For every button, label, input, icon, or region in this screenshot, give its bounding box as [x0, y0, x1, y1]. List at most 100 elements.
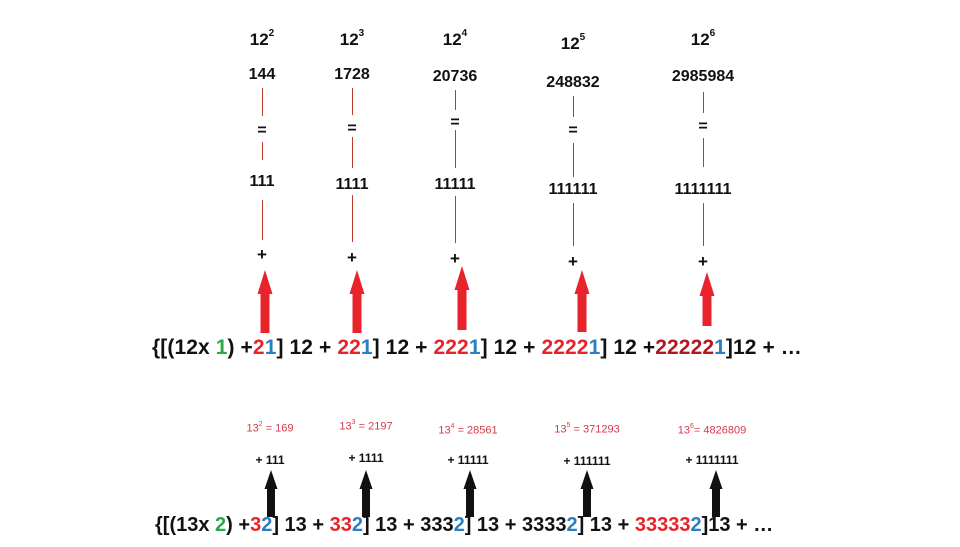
power-exponent: 4	[450, 423, 455, 430]
power-heading: 125	[560, 32, 585, 54]
formula-base-12: {[(12x 1) +21] 12 + 221] 12 + 2221] 12 +…	[152, 336, 802, 360]
power-heading: 124	[443, 28, 467, 50]
formula-base-13: {[(13x 2) +32] 13 + 332] 13 + 3332] 13 +…	[155, 514, 773, 537]
formula-segment: 2	[261, 514, 273, 536]
formula-segment: 2222	[541, 336, 589, 359]
formula-segment: 22	[337, 336, 361, 359]
power-exponent: 6	[690, 423, 694, 430]
formula-segment: 22222	[655, 336, 715, 359]
power-exponent: 6	[709, 28, 716, 40]
power-exponent: 2	[268, 28, 275, 40]
plus-sign: +	[450, 249, 460, 268]
connector-line	[352, 88, 353, 115]
power-base: 13	[339, 420, 352, 433]
repunit-addend: + 1111	[348, 451, 384, 465]
repunit-value: 111111	[548, 181, 598, 198]
power-value: 248832	[546, 74, 600, 91]
plus-sign: +	[257, 245, 267, 264]
plus-sign: +	[568, 252, 578, 271]
repunit-addend: + 111	[255, 453, 285, 467]
connector-line	[573, 96, 574, 117]
power-result: = 169	[262, 422, 294, 435]
formula-segment: 1	[588, 336, 601, 359]
connector-line	[352, 137, 353, 168]
formula-segment: 3	[250, 514, 262, 536]
formula-segment: ] 13 +	[577, 514, 635, 536]
equals-sign: =	[347, 120, 357, 137]
repunit-addend: + 11111	[447, 453, 489, 467]
formula-segment: 2	[690, 514, 702, 536]
equals-sign: =	[257, 122, 267, 139]
connector-line	[262, 88, 263, 116]
connector-line	[262, 200, 263, 240]
repunit-value: 111	[249, 173, 275, 190]
power-value: 2985984	[671, 68, 735, 85]
power-base: 12	[339, 30, 359, 49]
formula-segment: ] 12 +	[372, 336, 434, 359]
power-base: 13	[554, 423, 567, 436]
formula-segment: ] 12 +	[480, 336, 542, 359]
formula-segment: 2	[453, 514, 465, 536]
formula-segment: 2	[252, 336, 265, 359]
power-base: 13	[246, 422, 259, 435]
up-arrow-black	[580, 470, 594, 517]
equals-sign: =	[450, 114, 460, 131]
up-arrow-red	[257, 270, 273, 333]
formula-segment: 2	[351, 514, 363, 536]
up-arrow-black	[709, 470, 723, 517]
repunit-addend: + 1111111	[685, 453, 739, 467]
plus-sign: +	[698, 252, 708, 271]
formula-segment: {[(13x	[155, 514, 216, 536]
repunit-value: 11111	[434, 176, 476, 193]
power-result: = 4826809	[693, 424, 747, 437]
power-base: 12	[249, 30, 269, 49]
power-value: 144	[248, 66, 276, 83]
equals-sign: =	[568, 122, 578, 139]
plus-sign: +	[347, 248, 357, 267]
power-exponent: 3	[351, 419, 356, 426]
connector-line	[455, 90, 456, 110]
formula-segment: ] 12 +	[600, 336, 656, 359]
up-arrow-black	[359, 470, 373, 517]
power-13-equation: 134 = 28561	[438, 423, 498, 437]
formula-segment: 1	[714, 336, 726, 359]
connector-line	[703, 138, 704, 167]
formula-segment: ]12 + …	[725, 336, 802, 359]
up-arrow-black	[264, 470, 278, 517]
power-base: 12	[560, 34, 580, 53]
power-result: = 371293	[570, 423, 620, 436]
power-heading: 122	[249, 28, 275, 50]
formula-segment: 33	[329, 514, 352, 536]
formula-segment: 1	[360, 336, 373, 359]
formula-segment: 1	[264, 336, 277, 359]
formula-segment: 33333	[634, 514, 691, 536]
repunit-value: 1111	[335, 176, 369, 193]
power-exponent: 5	[566, 422, 571, 429]
up-arrow-red	[574, 270, 590, 332]
formula-segment: {[(12x	[152, 336, 216, 359]
repunit-addend: + 111111	[563, 454, 611, 468]
formula-segment: 2	[566, 514, 578, 536]
formula-segment: 2	[215, 514, 227, 536]
connector-line	[262, 142, 263, 160]
equals-sign: =	[698, 118, 708, 135]
power-heading: 123	[339, 28, 364, 50]
formula-segment: ] 13 + 333	[362, 514, 454, 536]
power-13-equation: 135 = 371293	[554, 422, 620, 436]
up-arrow-red	[699, 272, 715, 326]
power-result: = 28561	[454, 424, 498, 437]
power-base: 13	[677, 424, 691, 437]
connector-line	[703, 92, 704, 113]
power-13-equation: 133 = 2197	[339, 419, 393, 433]
formula-segment: ) +	[226, 514, 251, 536]
up-arrow-red	[349, 270, 365, 333]
up-arrow-red	[454, 266, 470, 330]
connector-line	[352, 195, 353, 242]
connector-line	[573, 143, 574, 177]
power-value: 1728	[334, 66, 370, 83]
repunit-value: 1111111	[674, 181, 732, 198]
power-result: = 2197	[355, 420, 393, 433]
power-heading: 126	[691, 28, 716, 50]
